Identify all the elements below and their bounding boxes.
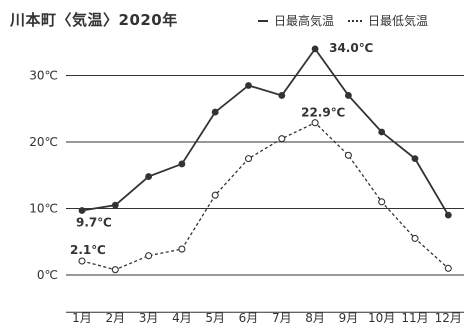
x-tick-label: 1月	[72, 311, 92, 325]
max-temp-point	[145, 173, 153, 180]
min-temp-line	[81, 121, 449, 271]
y-tick-label: 30℃	[29, 69, 58, 83]
min-temp-point	[211, 191, 219, 199]
chart-title: 川本町〈気温〉2020年	[10, 11, 178, 29]
max-temp-point	[178, 160, 186, 168]
min-temp-point	[78, 257, 86, 265]
min-temp-point	[145, 252, 153, 260]
max-temp-point	[78, 207, 86, 214]
max-temp-point	[411, 155, 419, 163]
y-tick-label: 10℃	[29, 202, 58, 216]
legend-label-min: 日最低気温	[368, 14, 429, 28]
min-temp-point	[411, 234, 419, 242]
x-tick-label: 5月	[205, 311, 225, 325]
data-label: 9.7℃	[76, 215, 112, 229]
max-temp-point	[111, 201, 119, 209]
max-temp-point	[311, 45, 319, 53]
x-tick-label: 4月	[172, 311, 192, 325]
min-temp-point	[244, 155, 253, 163]
x-tick-label: 9月	[339, 311, 359, 325]
min-temp-point	[311, 119, 319, 127]
x-tick-label: 12月	[435, 311, 462, 325]
legend-swatch-dotted	[348, 19, 363, 22]
min-temp-point	[178, 245, 186, 253]
data-label: 2.1℃	[70, 243, 106, 257]
min-temp-point	[378, 198, 386, 206]
max-temp-line	[81, 47, 450, 216]
x-tick-label: 7月	[272, 311, 292, 325]
max-temp-point	[278, 92, 286, 99]
x-tick-label: 11月	[401, 311, 428, 325]
data-label: 22.9℃	[301, 106, 345, 120]
min-temp-point	[111, 266, 119, 274]
x-tick-label: 6月	[239, 311, 259, 325]
max-temp-point	[245, 82, 252, 89]
x-tick-label: 10月	[368, 311, 395, 325]
min-temp-point	[344, 151, 352, 159]
legend: 日最高気温 日最低気温	[258, 12, 442, 29]
x-tick-label: 8月	[305, 311, 325, 325]
max-temp-point	[378, 128, 386, 136]
y-tick-label: 20℃	[29, 135, 58, 149]
legend-swatch-solid	[258, 19, 268, 22]
data-label: 34.0℃	[329, 41, 373, 55]
legend-item-max: 日最高気温	[258, 12, 334, 29]
y-tick-label: 0℃	[37, 268, 58, 282]
legend-label-max: 日最高気温	[274, 14, 335, 28]
x-tick-label: 2月	[105, 311, 125, 325]
legend-item-min: 日最低気温	[348, 12, 428, 29]
max-temp-point	[345, 92, 352, 99]
max-temp-point	[211, 108, 219, 116]
x-tick-label: 3月	[139, 311, 159, 325]
min-temp-point	[444, 264, 452, 272]
min-temp-point	[278, 135, 286, 143]
max-temp-point	[444, 211, 452, 219]
